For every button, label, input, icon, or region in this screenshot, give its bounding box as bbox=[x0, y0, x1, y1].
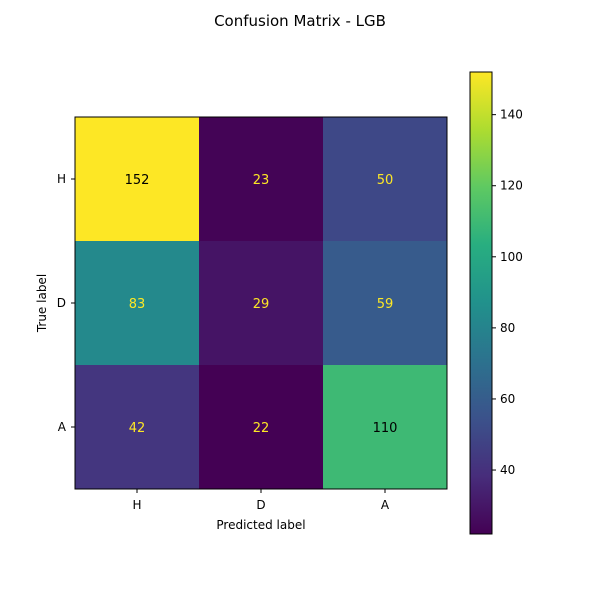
heatmap-cell bbox=[75, 365, 200, 490]
colorbar-tick-label: 40 bbox=[500, 463, 515, 477]
heatmap-cell bbox=[323, 365, 448, 490]
y-tick-label: H bbox=[57, 172, 66, 186]
heatmap-cell bbox=[199, 365, 324, 490]
x-axis-label: Predicted label bbox=[216, 518, 305, 532]
cell-value-label: 50 bbox=[377, 173, 394, 188]
colorbar-tick-label: 120 bbox=[500, 179, 523, 193]
y-tick-label: A bbox=[58, 420, 67, 434]
heatmap-cell bbox=[323, 117, 448, 242]
cell-value-label: 152 bbox=[125, 173, 150, 188]
heatmap-cell bbox=[199, 117, 324, 242]
colorbar-ticks: 40 60 80 100 120 140 bbox=[492, 108, 523, 477]
colorbar-tick-label: 60 bbox=[500, 392, 515, 406]
x-tick-label: D bbox=[256, 498, 265, 512]
cell-value-label: 110 bbox=[373, 421, 398, 436]
cell-value-label: 29 bbox=[253, 297, 270, 312]
colorbar-tick-label: 80 bbox=[500, 321, 515, 335]
colorbar-tick-label: 140 bbox=[500, 108, 523, 122]
heatmap-cell bbox=[323, 241, 448, 366]
heatmap-cell bbox=[199, 241, 324, 366]
cell-value-label: 42 bbox=[129, 421, 146, 436]
x-tick-label: H bbox=[132, 498, 141, 512]
cell-value-label: 22 bbox=[253, 421, 270, 436]
heatmap-cell-labels: 152 23 50 83 29 59 42 22 110 bbox=[125, 173, 398, 436]
y-axis-ticks: H D A bbox=[57, 172, 75, 434]
cell-value-label: 23 bbox=[253, 173, 270, 188]
heatmap-cell bbox=[75, 117, 200, 242]
chart-title: Confusion Matrix - LGB bbox=[214, 12, 386, 30]
y-axis-label: True label bbox=[35, 274, 49, 333]
y-tick-label: D bbox=[57, 296, 66, 310]
heatmap-cells bbox=[75, 117, 448, 490]
colorbar bbox=[469, 71, 493, 535]
heatmap-cell bbox=[75, 241, 200, 366]
x-tick-label: A bbox=[381, 498, 390, 512]
cell-value-label: 59 bbox=[377, 297, 394, 312]
cell-value-label: 83 bbox=[129, 297, 146, 312]
colorbar-tick-label: 100 bbox=[500, 250, 523, 264]
